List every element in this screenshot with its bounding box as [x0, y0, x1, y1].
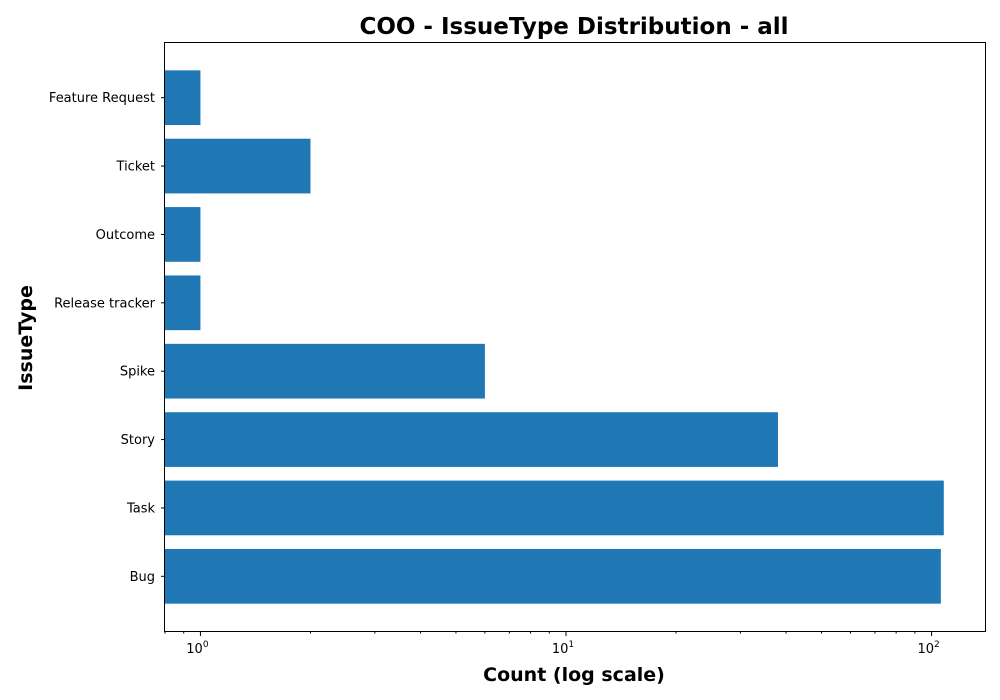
x-tick-label: 102	[917, 640, 939, 657]
y-tick-label: Feature Request	[49, 91, 155, 106]
y-tick-label: Ticket	[116, 160, 155, 175]
x-axis-label: Count (log scale)	[483, 664, 665, 686]
plot-frame	[164, 42, 986, 632]
bar-release-tracker	[165, 275, 201, 331]
y-tick-label: Outcome	[96, 228, 155, 243]
x-tick-label: 101	[552, 640, 574, 657]
y-tick-label: Task	[126, 501, 156, 516]
bar-story	[165, 412, 778, 467]
bar-spike	[165, 343, 485, 399]
y-tick-label: Release tracker	[54, 296, 156, 311]
y-tick-label: Bug	[130, 570, 155, 585]
y-axis-ticks: Bug Task Story Spike Release tracker Outcome T…	[49, 91, 165, 585]
bar-ticket	[165, 138, 311, 194]
bars-group	[165, 70, 944, 604]
bar-task	[165, 480, 944, 536]
bar-feature-request	[165, 70, 201, 126]
bar-bug	[165, 548, 941, 604]
chart-title: COO - IssueType Distribution - all	[359, 14, 788, 40]
bar-outcome	[165, 207, 201, 262]
y-tick-label: Spike	[120, 365, 155, 380]
x-axis-ticks: 100 101 102	[164, 631, 940, 657]
y-axis-label: IssueType	[15, 285, 37, 391]
y-tick-label: Story	[121, 433, 156, 448]
x-tick-label: 100	[186, 640, 209, 657]
